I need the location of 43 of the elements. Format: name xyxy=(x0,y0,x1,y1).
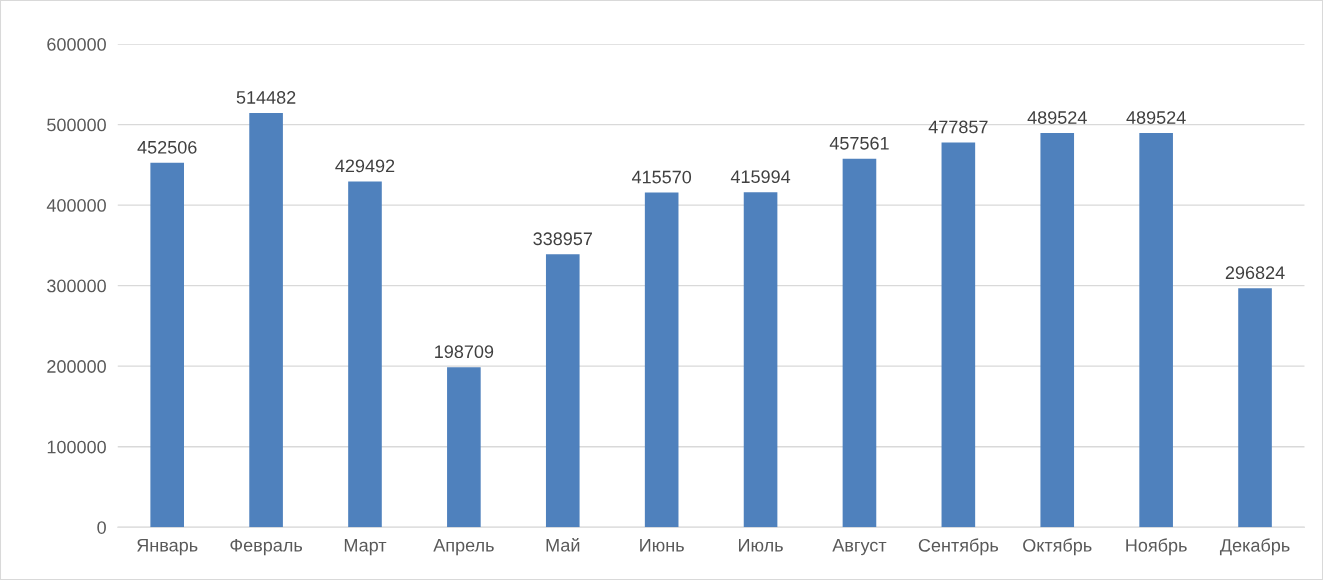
data-label: 296824 xyxy=(1225,266,1285,280)
bar xyxy=(447,367,481,528)
bar xyxy=(743,192,778,528)
bar xyxy=(644,192,679,528)
y-tick-label: 300000 xyxy=(47,279,106,293)
bar xyxy=(348,181,382,528)
bar xyxy=(1040,133,1075,528)
x-tick-label: Ноябрь xyxy=(1126,538,1187,556)
x-tick-label: Март xyxy=(344,538,387,556)
x-tick-label: Октябрь xyxy=(1023,538,1092,556)
bar xyxy=(1238,288,1272,528)
y-tick-label: 600000 xyxy=(47,38,106,51)
bar xyxy=(1139,133,1173,528)
x-tick-label: Январь xyxy=(137,538,198,556)
y-tick-label: 400000 xyxy=(46,199,106,212)
data-label: 429492 xyxy=(335,159,395,173)
data-label: 457561 xyxy=(829,136,889,150)
y-tick-label: 200000 xyxy=(47,360,106,373)
data-label: 452506 xyxy=(137,140,197,154)
data-label: 415570 xyxy=(631,170,692,184)
x-tick-label: Декабрь xyxy=(1219,538,1290,556)
x-tick-label: Июнь xyxy=(640,538,684,552)
x-tick-label: Февраль xyxy=(230,538,303,556)
bar xyxy=(150,162,185,528)
bar xyxy=(941,142,976,528)
bar xyxy=(249,112,283,528)
x-tick-label: Июль xyxy=(739,538,783,552)
y-tick-label: 100000 xyxy=(47,440,106,454)
bar xyxy=(842,158,877,528)
x-tick-label: Август xyxy=(832,538,887,556)
x-tick-label: Сентябрь xyxy=(918,538,999,556)
x-tick-label: Май xyxy=(546,538,580,552)
data-label: 514482 xyxy=(236,91,296,104)
data-label: 415994 xyxy=(730,170,791,184)
data-label: 198709 xyxy=(435,345,494,359)
data-label: 477857 xyxy=(928,120,988,134)
data-label: 489524 xyxy=(1126,111,1186,124)
x-tick-label: Апрель xyxy=(433,538,494,556)
data-label: 489524 xyxy=(1027,111,1087,124)
data-label: 338957 xyxy=(533,232,592,246)
y-tick-label: 500000 xyxy=(47,118,106,132)
bar xyxy=(545,254,580,528)
y-tick-label: 0 xyxy=(97,521,106,534)
